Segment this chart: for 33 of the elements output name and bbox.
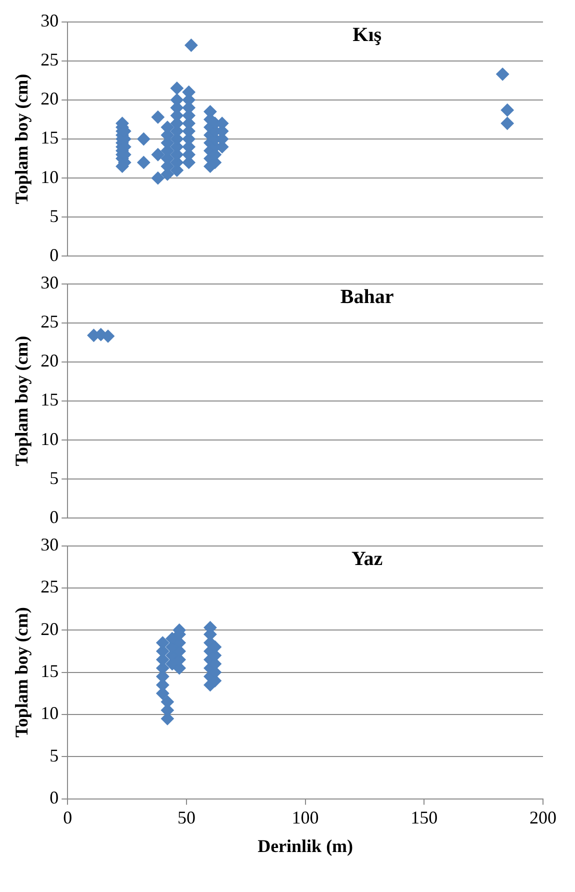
y-tick-label: 25 [40, 312, 59, 332]
y-tick-label: 25 [40, 576, 59, 597]
y-tick-label: 5 [50, 745, 59, 766]
y-tick-label: 20 [40, 350, 59, 371]
y-tick-label: 30 [40, 10, 59, 31]
y-tick-label: 10 [40, 166, 59, 187]
y-tick-label: 15 [40, 661, 59, 682]
chart-title: Yaz [352, 548, 383, 570]
x-tick-label: 50 [177, 807, 196, 828]
x-tick-label: 100 [292, 807, 319, 828]
y-tick-label: 30 [40, 272, 59, 293]
y-tick-label: 25 [40, 50, 59, 70]
y-tick-label: 15 [40, 128, 59, 148]
y-tick-label: 5 [50, 468, 59, 488]
x-axis-title: Derinlik (m) [258, 836, 354, 856]
y-tick-label: 5 [50, 206, 59, 226]
x-tick-label: 150 [410, 807, 438, 828]
y-tick-label: 15 [40, 390, 59, 410]
chart-title: Kış [352, 24, 382, 46]
y-axis-title: Toplam boy (cm) [11, 74, 32, 204]
y-axis-title: Toplam boy (cm) [11, 607, 32, 738]
y-tick-label: 30 [40, 534, 59, 555]
x-tick-label: 0 [63, 807, 72, 828]
y-tick-label: 0 [50, 244, 59, 265]
chart-title: Bahar [340, 286, 394, 308]
y-tick-label: 20 [40, 618, 59, 639]
y-axis-title: Toplam boy (cm) [11, 336, 32, 466]
x-tick-label: 200 [530, 807, 556, 828]
y-tick-label: 10 [40, 703, 59, 724]
y-tick-label: 10 [40, 428, 59, 449]
y-tick-label: 20 [40, 88, 59, 109]
y-tick-label: 0 [50, 506, 59, 527]
y-tick-label: 0 [50, 788, 59, 808]
